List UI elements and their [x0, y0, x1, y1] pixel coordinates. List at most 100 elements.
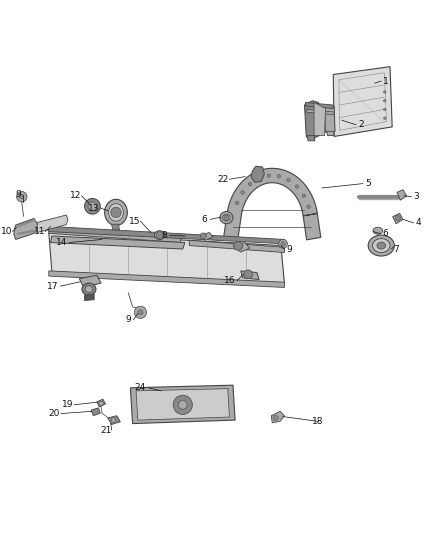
Polygon shape	[136, 389, 230, 420]
Ellipse shape	[105, 199, 127, 225]
Circle shape	[20, 195, 24, 199]
Circle shape	[99, 401, 103, 406]
Polygon shape	[79, 275, 101, 287]
Polygon shape	[397, 190, 406, 200]
Text: 18: 18	[312, 417, 324, 426]
Circle shape	[383, 117, 386, 119]
Text: 6: 6	[383, 229, 389, 238]
Polygon shape	[49, 227, 284, 244]
Text: 20: 20	[48, 409, 60, 418]
Ellipse shape	[368, 235, 394, 256]
Circle shape	[267, 174, 271, 177]
Polygon shape	[49, 232, 284, 283]
Polygon shape	[325, 105, 335, 133]
Polygon shape	[50, 236, 185, 249]
Circle shape	[178, 400, 187, 409]
Polygon shape	[91, 408, 100, 416]
Polygon shape	[36, 215, 68, 232]
Polygon shape	[189, 240, 284, 253]
Text: 14: 14	[56, 238, 67, 247]
Text: 11: 11	[34, 227, 46, 236]
Ellipse shape	[220, 212, 233, 224]
Circle shape	[279, 239, 287, 248]
Circle shape	[281, 241, 285, 246]
Text: 1: 1	[383, 77, 389, 86]
Text: 21: 21	[101, 426, 112, 434]
Circle shape	[383, 91, 386, 93]
Polygon shape	[333, 67, 392, 136]
Text: 3: 3	[413, 192, 419, 201]
Polygon shape	[97, 399, 106, 407]
Ellipse shape	[377, 242, 385, 249]
Circle shape	[200, 233, 206, 239]
Ellipse shape	[373, 239, 390, 253]
Text: 9: 9	[287, 245, 293, 254]
Polygon shape	[223, 168, 321, 240]
Text: 16: 16	[224, 276, 235, 285]
Circle shape	[138, 310, 143, 315]
Circle shape	[241, 191, 244, 194]
Circle shape	[302, 194, 306, 197]
Text: 12: 12	[70, 191, 81, 200]
Ellipse shape	[109, 204, 124, 221]
Text: 19: 19	[62, 400, 74, 409]
Text: 7: 7	[394, 245, 399, 254]
Polygon shape	[49, 271, 284, 287]
Text: 9: 9	[15, 190, 21, 199]
Ellipse shape	[82, 283, 96, 295]
Polygon shape	[327, 131, 334, 135]
Text: 15: 15	[129, 216, 140, 225]
Text: 8: 8	[161, 231, 167, 240]
Text: 22: 22	[218, 175, 229, 184]
Polygon shape	[49, 227, 180, 243]
Polygon shape	[271, 411, 284, 423]
Polygon shape	[307, 135, 315, 141]
Polygon shape	[241, 271, 259, 280]
Polygon shape	[305, 102, 333, 109]
Circle shape	[383, 108, 386, 111]
Circle shape	[111, 207, 121, 217]
Text: 4: 4	[416, 219, 421, 228]
Circle shape	[173, 395, 192, 415]
Text: 17: 17	[47, 281, 59, 290]
Polygon shape	[314, 102, 325, 135]
Circle shape	[277, 174, 281, 178]
Polygon shape	[201, 232, 213, 240]
Text: 2: 2	[359, 120, 364, 129]
Circle shape	[307, 205, 310, 208]
Polygon shape	[304, 101, 319, 139]
Text: 13: 13	[88, 204, 99, 213]
Polygon shape	[251, 166, 265, 182]
Circle shape	[383, 99, 386, 102]
Circle shape	[273, 415, 278, 421]
Circle shape	[395, 215, 400, 221]
Polygon shape	[85, 294, 94, 301]
Circle shape	[236, 201, 239, 205]
Circle shape	[244, 270, 253, 279]
Text: 5: 5	[365, 179, 371, 188]
Ellipse shape	[373, 227, 382, 234]
Text: 10: 10	[1, 227, 13, 236]
Polygon shape	[306, 109, 334, 115]
Polygon shape	[233, 243, 250, 252]
Polygon shape	[108, 416, 120, 424]
Circle shape	[257, 176, 261, 180]
Circle shape	[248, 182, 252, 186]
Ellipse shape	[85, 286, 93, 293]
Circle shape	[295, 185, 299, 188]
Circle shape	[156, 232, 163, 239]
Circle shape	[287, 178, 290, 182]
Circle shape	[88, 202, 97, 211]
Polygon shape	[112, 224, 120, 230]
Text: 24: 24	[135, 383, 146, 392]
Ellipse shape	[154, 231, 165, 239]
Polygon shape	[131, 385, 235, 424]
Ellipse shape	[223, 214, 230, 221]
Circle shape	[234, 241, 243, 251]
Circle shape	[85, 198, 100, 214]
Polygon shape	[392, 213, 403, 224]
Circle shape	[111, 418, 116, 422]
Circle shape	[17, 191, 27, 202]
Circle shape	[134, 306, 147, 318]
Text: 6: 6	[201, 215, 208, 224]
